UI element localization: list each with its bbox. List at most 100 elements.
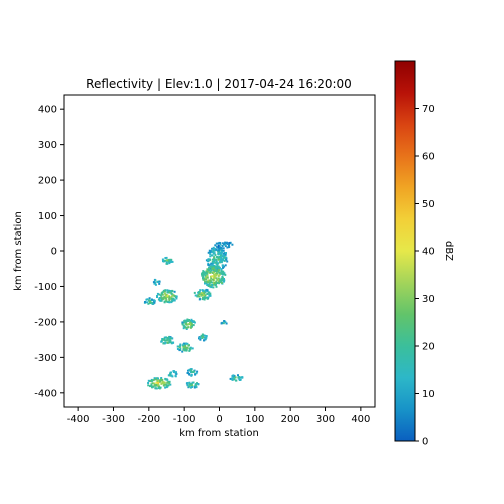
echo-pixel (201, 289, 204, 292)
echo-pixel (219, 254, 222, 257)
echo-pixel (170, 258, 173, 261)
y-tick-label: 300 (38, 140, 57, 151)
echo-pixel (153, 382, 156, 385)
echo-cluster (229, 374, 244, 382)
echo-pixel (215, 248, 218, 251)
echo-pixel (160, 292, 163, 295)
echo-pixel (189, 386, 192, 389)
echo-pixel (204, 282, 206, 285)
echo-pixel (151, 379, 154, 382)
echo-pixel (207, 251, 210, 254)
echo-pixel (177, 345, 180, 348)
echo-pixel (186, 382, 189, 384)
echo-pixel (218, 268, 221, 271)
echo-pixel (157, 383, 160, 386)
echo-pixel (191, 381, 194, 384)
echo-pixel (188, 349, 191, 352)
echo-pixel (168, 301, 171, 304)
echo-pixel (190, 369, 192, 372)
echo-pixel (166, 341, 169, 344)
echo-pixel (183, 321, 186, 324)
echo-pixel (182, 345, 185, 348)
echo-pixel (216, 266, 219, 269)
echo-pixel (217, 250, 220, 253)
echo-pixel (211, 247, 214, 250)
echo-pixel (213, 256, 216, 259)
y-tick-label: -300 (34, 353, 57, 364)
echo-pixel (179, 343, 182, 346)
echo-pixel (181, 321, 184, 324)
echo-pixel (156, 380, 159, 383)
echo-pixel (160, 298, 163, 300)
echo-pixel (201, 337, 204, 339)
echo-pixel (197, 294, 200, 297)
colorbar-tick-label: 70 (422, 104, 435, 115)
echo-pixel (169, 261, 172, 263)
echo-pixel (160, 377, 163, 379)
echo-pixel (221, 249, 223, 252)
echo-pixel (173, 295, 176, 297)
echo-pixel (232, 374, 235, 377)
echo-pixel (203, 278, 206, 281)
echo-pixel (221, 242, 224, 245)
colorbar-tick-label: 30 (422, 294, 435, 305)
echo-pixel (215, 242, 218, 245)
echo-pixel (214, 277, 217, 280)
echo-pixel (233, 378, 236, 381)
echo-pixel (157, 382, 160, 384)
echo-cluster (161, 256, 174, 265)
echo-pixel (211, 264, 213, 267)
echo-pixel (162, 342, 165, 345)
echo-pixel (210, 269, 213, 272)
echo-pixel (164, 259, 166, 262)
echo-pixel (183, 325, 186, 328)
echo-pixel (206, 289, 209, 292)
echo-pixel (206, 259, 209, 262)
echo-pixel (202, 297, 204, 299)
echo-pixel (169, 373, 172, 376)
echo-pixel (169, 337, 172, 340)
echo-pixel (204, 290, 207, 293)
echo-pixel (168, 291, 171, 294)
echo-pixel (201, 298, 204, 301)
echo-pixel (191, 371, 193, 374)
echo-pixel (219, 252, 221, 255)
echo-pixel (239, 376, 242, 379)
echo-pixel (212, 267, 215, 270)
echo-pixel (201, 273, 204, 276)
echo-pixel (219, 272, 222, 275)
echo-pixel (223, 243, 225, 245)
echo-pixel (175, 371, 177, 374)
echo-pixel (207, 291, 210, 294)
echo-pixel (189, 371, 192, 374)
colorbar (394, 60, 416, 442)
echo-pixel (184, 348, 187, 351)
echo-pixel (168, 262, 171, 265)
x-tick-label: -100 (173, 414, 196, 425)
echo-pixel (218, 256, 221, 258)
echo-pixel (188, 383, 191, 386)
echo-pixel (161, 338, 164, 341)
echo-pixel (208, 283, 211, 286)
echo-pixel (214, 244, 217, 247)
echo-pixel (185, 328, 188, 330)
echo-pixel (202, 335, 205, 338)
echo-pixel (199, 338, 202, 341)
echo-pixel (151, 386, 154, 389)
echo-pixel (205, 272, 208, 275)
echo-pixel (214, 254, 217, 256)
echo-pixel (225, 258, 228, 261)
echo-pixel (219, 258, 222, 261)
echo-pixel (222, 259, 225, 262)
echo-cluster (193, 288, 212, 301)
echo-pixel (207, 279, 210, 282)
echo-pixel (220, 272, 223, 275)
echo-pixel (182, 343, 185, 346)
echo-pixel (223, 280, 225, 283)
echo-pixel (144, 301, 146, 303)
echo-pixel (166, 289, 169, 292)
y-tick-label: 100 (38, 211, 57, 222)
echo-pixel (168, 382, 171, 385)
echo-pixel (210, 275, 213, 278)
echo-pixel (185, 323, 188, 326)
